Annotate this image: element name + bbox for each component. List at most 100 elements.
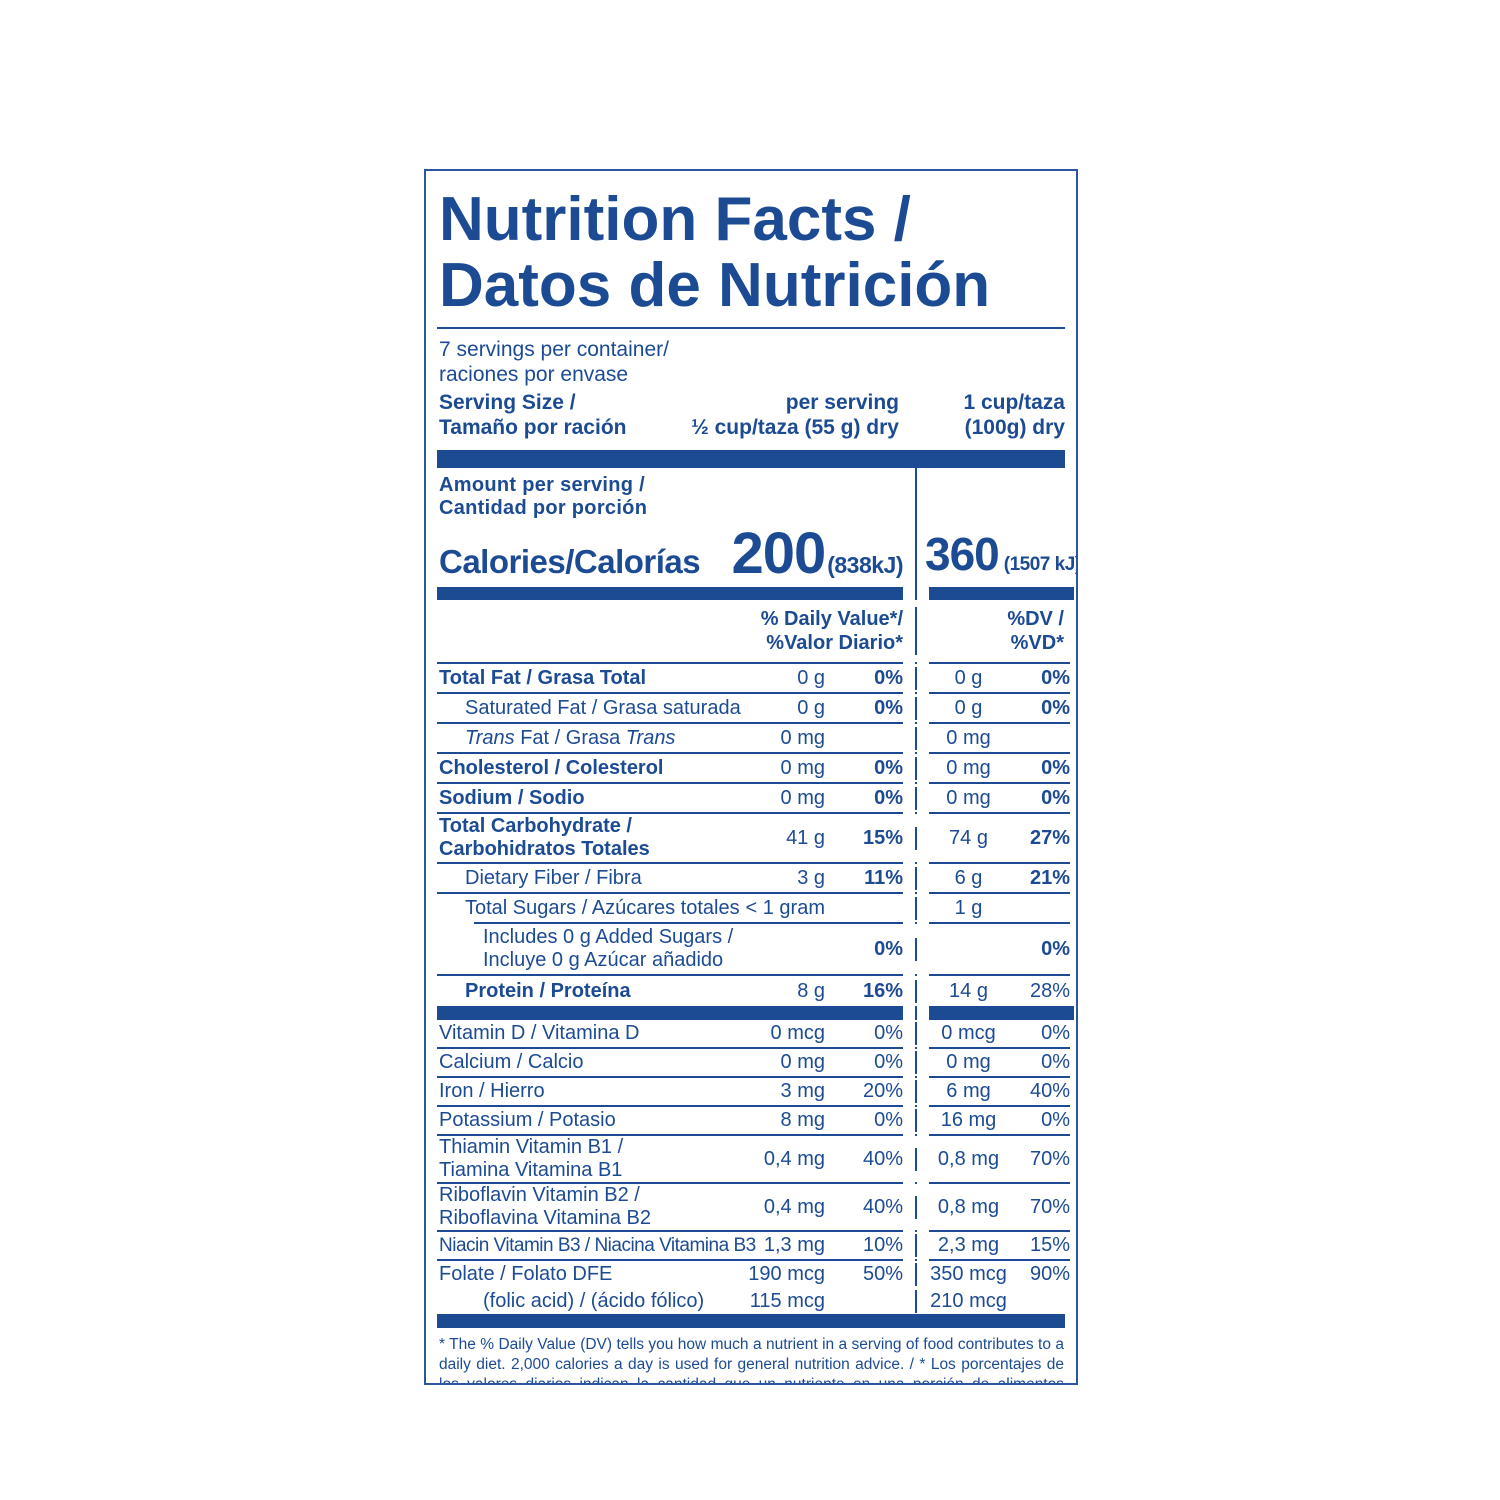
daily-value-header: % Daily Value*/ %Valor Diario* %DV / %VD… (426, 600, 1076, 662)
per-serving-size-line2: ½ cup/taza (55 g) dry (691, 416, 899, 439)
dv-per-serving: 20% (862, 1080, 903, 1102)
nutrient-name: Potassium / Potasio (439, 1109, 616, 1131)
thiamin-line1: Thiamin Vitamin B1 / (439, 1136, 624, 1158)
dv-header-right: %DV / %VD* (915, 607, 1076, 655)
dv-per-cup: 0% (1041, 1109, 1070, 1131)
dv-per-serving: 0% (874, 1022, 903, 1044)
added-sugars-line1: Includes 0 g Added Sugars / (483, 926, 734, 948)
nutrient-name: Total Fat / Grasa Total (439, 666, 647, 689)
separator (426, 1259, 1076, 1261)
added-sugars-line2: Incluye 0 g Azúcar añadido (483, 949, 724, 971)
nutrient-name: Trans Fat / Grasa Trans (439, 727, 675, 750)
middle-bar-left (426, 1006, 915, 1020)
amount-per-cup: 0 mg (946, 756, 991, 779)
amount-per-cup: 0 mg (946, 1051, 991, 1073)
dv-per-serving: 0% (874, 696, 903, 719)
amount-per-serving: 3 mg (780, 1080, 825, 1102)
dv-per-cup: 0% (1041, 937, 1070, 960)
separator (426, 812, 1076, 814)
dv-per-cup: 0% (1041, 756, 1070, 779)
amount-per-serving: 0 mg (780, 1051, 825, 1073)
separator (426, 692, 1076, 694)
trans-italic-1: Trans (465, 726, 515, 749)
amount-per-cup: 0 mcg (941, 1022, 996, 1044)
dv-per-serving: 10% (862, 1234, 903, 1256)
trans-italic-2: Trans (625, 726, 676, 749)
dv-per-cup: 28% (1029, 979, 1070, 1002)
amount-per-serving: 0 mcg (770, 1022, 825, 1044)
riboflavin-line1: Riboflavin Vitamin B2 / (439, 1184, 640, 1206)
amount-per-cup: 350 mcg (930, 1263, 1007, 1285)
calories-line: Calories/Calorías 200 (838kJ) (439, 520, 903, 587)
dv-header-right-line1: %DV / (1007, 608, 1064, 630)
dv-per-serving: 40% (862, 1195, 903, 1218)
separator (426, 1134, 1076, 1136)
nutrient-row-calcium: Calcium / Calcio 0 mg 0% 0 mg 0% (426, 1049, 1076, 1076)
separator (426, 722, 1076, 724)
dv-header-left: % Daily Value*/ %Valor Diario* (426, 607, 915, 655)
dv-per-serving: 16% (862, 979, 903, 1002)
servings-line-spanish: raciones por envase (439, 363, 629, 386)
amount-per-serving: < 1 gram (745, 896, 825, 919)
nutrient-name: Saturated Fat / Grasa saturada (465, 696, 741, 719)
dv-per-serving: 0% (874, 786, 903, 809)
riboflavin-line2: Riboflavina Vitamina B2 (439, 1207, 651, 1229)
servings-per-container: 7 servings per container/ raciones por e… (426, 329, 1076, 387)
servings-line-english: 7 servings per container/ (439, 338, 669, 361)
calories-underline-right (915, 587, 1076, 600)
separator (426, 662, 1076, 664)
amount-per-cup: 0 mg (946, 726, 991, 749)
dv-per-cup: 70% (1029, 1195, 1070, 1218)
amount-per-serving: 1,3 mg (763, 1234, 825, 1256)
section-bar-middle (426, 1006, 1076, 1020)
trans-mid: Fat / Grasa (514, 726, 626, 749)
nutrient-name: Riboflavin Vitamin B2 / Riboflavina Vita… (439, 1184, 651, 1230)
amount-per-serving: 0 g (797, 666, 825, 689)
amount-per-cup: 210 mcg (930, 1289, 1007, 1312)
amount-per-serving: 3 g (797, 866, 825, 889)
nutrient-row-folic-acid: (folic acid) / (ácido fólico) 115 mcg 21… (426, 1288, 1076, 1314)
serving-size-label: Serving Size / Tamaño por ración (439, 390, 675, 440)
separator (426, 1076, 1076, 1078)
dv-header-right-line2: %VD* (1010, 632, 1064, 654)
nutrient-name: Cholesterol / Colesterol (439, 756, 664, 779)
amount-per-cup: 16 mg (940, 1109, 997, 1131)
dv-per-cup: 0% (1041, 786, 1070, 809)
amount-per-cup: 14 g (949, 979, 988, 1002)
amount-per-serving: 115 mcg (749, 1289, 825, 1312)
nutrient-row-potassium: Potassium / Potasio 8 mg 0% 16 mg 0% (426, 1107, 1076, 1134)
nutrient-row-iron: Iron / Hierro 3 mg 20% 6 mg 40% (426, 1078, 1076, 1105)
separator (426, 1182, 1076, 1184)
carb-name-line2: Carbohidratos Totales (439, 838, 650, 860)
nutrient-name: Dietary Fiber / Fibra (465, 866, 642, 889)
nutrient-row-protein: Protein / Proteína 8 g 16% 14 g 28% (426, 976, 1076, 1006)
separator (426, 1105, 1076, 1107)
section-bar-bottom (437, 1314, 1065, 1328)
amount-per-cup: 6 g (954, 866, 983, 889)
nutrient-row-cholesterol: Cholesterol / Colesterol 0 mg 0% 0 mg 0% (426, 754, 1076, 782)
serving-size-label-en: Serving Size / (439, 391, 576, 414)
nutrient-row-riboflavin-b2: Riboflavin Vitamin B2 / Riboflavina Vita… (426, 1184, 1076, 1230)
dv-per-cup: 15% (1029, 1234, 1070, 1256)
nutrient-name: Vitamin D / Vitamina D (439, 1022, 640, 1044)
title-line-english: Nutrition Facts / (439, 185, 911, 254)
nutrient-row-folate: Folate / Folato DFE 190 mcg 50% 350 mcg … (426, 1261, 1076, 1288)
nutrient-row-sodium: Sodium / Sodio 0 mg 0% 0 mg 0% (426, 784, 1076, 812)
amount-heading-en: Amount per serving / (439, 474, 646, 496)
dv-per-serving: 0% (874, 1051, 903, 1073)
nutrient-name: Folate / Folato DFE (439, 1263, 613, 1285)
dv-per-serving: 40% (862, 1147, 903, 1170)
thiamin-line2: Tiamina Vitamina B1 (439, 1159, 623, 1181)
calories-per-cup-line: 360 (1507 kJ) (925, 527, 1078, 581)
amount-per-serving: 8 mg (780, 1109, 825, 1131)
nutrient-row-dietary-fiber: Dietary Fiber / Fibra 3 g 11% 6 g 21% (426, 864, 1076, 892)
calories-section: Amount per serving / Cantidad por porció… (426, 468, 1076, 587)
nutrient-row-trans-fat: Trans Fat / Grasa Trans 0 mg 0 mg (426, 724, 1076, 752)
calories-kj-per-cup: (1507 kJ) (1003, 554, 1078, 575)
section-bar-top (437, 450, 1065, 468)
separator (426, 1047, 1076, 1049)
calories-word: Calories/Calorías (439, 543, 701, 580)
middle-bar-right (915, 1006, 1076, 1020)
nutrient-name: Calcium / Calcio (439, 1051, 584, 1073)
nutrient-name: Niacin Vitamin B3 / Niacina Vitamina B3 (439, 1234, 756, 1256)
